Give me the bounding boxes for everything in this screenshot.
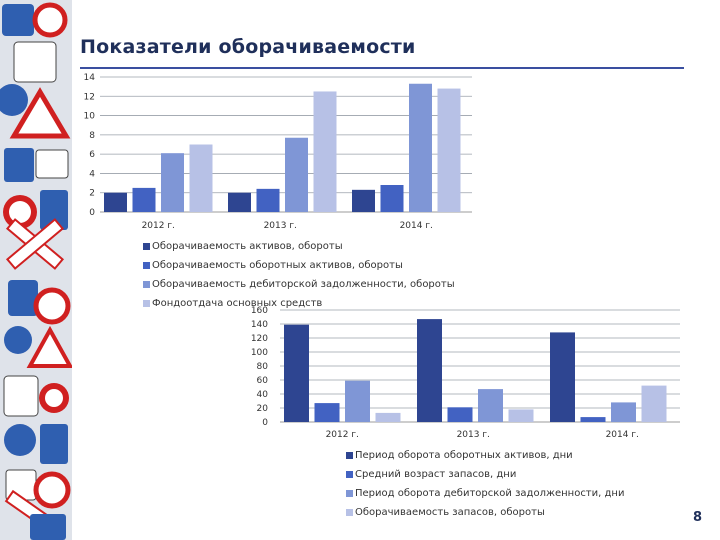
c1-bar bbox=[104, 192, 127, 212]
legend-item: Оборачиваемость активов, обороты bbox=[143, 237, 455, 256]
c1-bar bbox=[132, 187, 156, 212]
legend-swatch bbox=[346, 470, 353, 478]
legend-item: Фондоотдача основных средств bbox=[143, 294, 455, 313]
legend-item: Оборачиваемость дебиторской задолженност… bbox=[143, 275, 455, 294]
c1-bar bbox=[409, 83, 432, 212]
legend-swatch bbox=[143, 261, 150, 269]
c2-bar bbox=[447, 407, 473, 422]
c2-bar bbox=[508, 409, 534, 422]
c2-category-label: 2014 г. bbox=[606, 430, 639, 440]
c2-y-tick-label: 80 bbox=[257, 362, 269, 372]
c2-bar bbox=[478, 389, 503, 422]
legend-label: Период оборота оборотных активов, дни bbox=[355, 450, 573, 461]
c2-y-tick-label: 160 bbox=[251, 306, 268, 316]
slide-number: 8 bbox=[693, 510, 703, 525]
slide-title: Показатели оборачиваемости bbox=[80, 36, 416, 58]
c1-y-tick-label: 6 bbox=[89, 150, 95, 160]
c1-bar bbox=[161, 153, 184, 212]
c1-y-tick-label: 10 bbox=[84, 112, 96, 122]
legend-label: Оборачиваемость запасов, обороты bbox=[355, 507, 545, 518]
legend-swatch bbox=[143, 242, 150, 250]
legend-label: Средний возраст запасов, дни bbox=[355, 469, 517, 480]
c1-bar bbox=[380, 185, 404, 212]
c2-bar bbox=[417, 319, 442, 422]
legend-swatch bbox=[346, 508, 353, 516]
c1-bar bbox=[313, 91, 337, 212]
c2-y-tick-label: 120 bbox=[251, 334, 268, 344]
legend-item: Период оборота дебиторской задолженности… bbox=[346, 484, 624, 503]
legend-label: Оборачиваемость оборотных активов, оборо… bbox=[152, 260, 403, 271]
c1-bar bbox=[189, 144, 213, 212]
c2-bar bbox=[580, 417, 606, 422]
turnover-chart-legend: Оборачиваемость активов, обороты Оборачив… bbox=[143, 237, 455, 313]
legend-item: Оборачиваемость оборотных активов, оборо… bbox=[143, 256, 455, 275]
c2-y-tick-label: 20 bbox=[257, 404, 269, 414]
c2-category-label: 2012 г. bbox=[326, 430, 359, 440]
c2-bar bbox=[284, 324, 309, 422]
c1-bar bbox=[256, 188, 280, 212]
c1-category-label: 2014 г. bbox=[400, 221, 433, 231]
legend-item: Средний возраст запасов, дни bbox=[346, 465, 624, 484]
c2-category-label: 2013 г. bbox=[457, 430, 490, 440]
legend-swatch bbox=[346, 489, 353, 497]
c1-category-label: 2013 г. bbox=[264, 221, 297, 231]
c1-bar bbox=[285, 137, 308, 212]
c2-y-tick-label: 100 bbox=[251, 348, 268, 358]
c1-y-tick-label: 4 bbox=[89, 169, 95, 179]
c1-bar bbox=[228, 192, 251, 212]
c2-bar bbox=[314, 403, 340, 422]
c1-category-label: 2012 г. bbox=[142, 221, 175, 231]
c2-bar bbox=[641, 385, 667, 422]
legend-item: Оборачиваемость запасов, обороты bbox=[346, 503, 624, 522]
c1-bar bbox=[437, 88, 461, 212]
c2-bar bbox=[345, 380, 370, 422]
c1-y-tick-label: 2 bbox=[89, 189, 95, 199]
c2-y-tick-label: 40 bbox=[257, 390, 269, 400]
c1-y-tick-label: 12 bbox=[84, 92, 95, 102]
c1-y-tick-label: 0 bbox=[89, 208, 95, 218]
c2-bar bbox=[550, 332, 575, 422]
c2-y-tick-label: 140 bbox=[251, 320, 268, 330]
legend-swatch bbox=[143, 280, 150, 288]
c2-y-tick-label: 0 bbox=[262, 418, 268, 428]
title-underline bbox=[80, 67, 684, 69]
c2-bar bbox=[375, 412, 401, 422]
legend-item: Период оборота оборотных активов, дни bbox=[346, 446, 624, 465]
period-chart-legend: Период оборота оборотных активов, дни Сре… bbox=[346, 446, 624, 522]
c1-y-tick-label: 8 bbox=[89, 131, 95, 141]
legend-label: Фондоотдача основных средств bbox=[152, 298, 323, 309]
c1-y-tick-label: 14 bbox=[84, 73, 96, 83]
legend-label: Оборачиваемость активов, обороты bbox=[152, 241, 343, 252]
c2-y-tick-label: 60 bbox=[257, 376, 269, 386]
legend-swatch bbox=[346, 451, 353, 459]
legend-label: Оборачиваемость дебиторской задолженност… bbox=[152, 279, 455, 290]
c1-bar bbox=[352, 189, 375, 212]
legend-label: Период оборота дебиторской задолженности… bbox=[355, 488, 625, 499]
legend-swatch bbox=[143, 299, 150, 307]
c2-bar bbox=[611, 402, 636, 422]
road-signs-strip bbox=[0, 0, 72, 540]
